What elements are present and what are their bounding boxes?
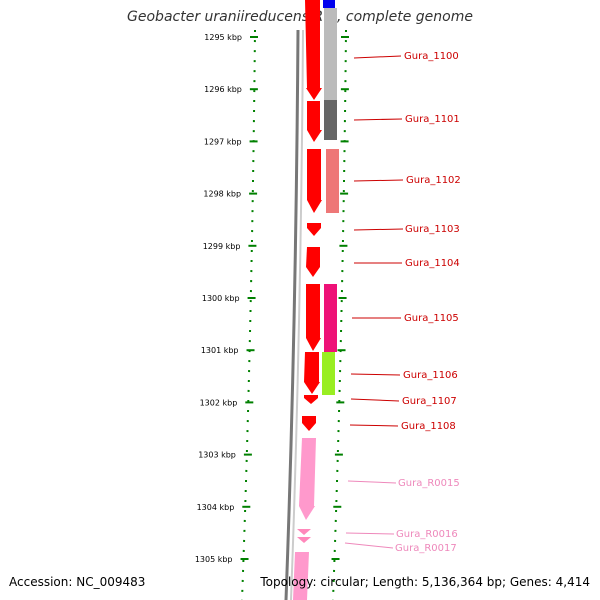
ruler-tick-label: 1301 kbp	[201, 346, 239, 355]
ruler-tick-label: 1297 kbp	[204, 137, 242, 146]
gene-label-gura-1101: Gura_1101	[405, 114, 460, 125]
category-bar-top	[323, 0, 335, 8]
label-leader-lines	[344, 55, 404, 549]
gene-arrow-gura-1103	[307, 223, 321, 236]
map-title: Geobacter uraniireducens Rf4, complete g…	[127, 9, 473, 25]
gene-arrow-gura-1107	[304, 395, 318, 404]
gene-arrow-gura-1104	[306, 247, 320, 277]
ruler-tick-label: 1298 kbp	[203, 190, 241, 199]
genome-backbone	[284, 29, 300, 600]
gene-arrow-gura-1106	[304, 352, 320, 394]
gene-arrow-bottom	[293, 552, 309, 600]
ruler-tick-label: 1299 kbp	[203, 242, 241, 251]
gene-label-gura-1105: Gura_1105	[404, 313, 459, 324]
gene-arrow-gura-1102	[307, 149, 322, 213]
gene-label-gura-1102: Gura_1102	[406, 175, 461, 186]
gene-arrow-gura-r0015	[299, 438, 316, 520]
genome-backbone-outer	[290, 29, 304, 600]
ruler-tick-label: 1295 kbp	[204, 33, 242, 42]
ruler-tick-label: 1303 kbp	[198, 451, 236, 460]
gene-arrow-gura-r0016	[297, 529, 311, 535]
category-bar-gura-1101	[324, 100, 337, 140]
gene-label-gura-1107: Gura_1107	[402, 396, 457, 407]
gene-arrow-gura-r0017	[297, 537, 311, 543]
category-bar-gura-1105	[324, 284, 337, 352]
genome-summary-text: Topology: circular; Length: 5,136,364 bp…	[260, 575, 590, 589]
gene-arrow-gura-1101	[307, 101, 322, 142]
category-bar-gura-1106	[322, 352, 335, 395]
gene-label-gura-r0017: Gura_R0017	[395, 543, 457, 554]
gene-label-gura-r0015: Gura_R0015	[398, 478, 460, 489]
category-bar-gura-1100	[324, 8, 337, 100]
ruler: 1295 kbp 1296 kbp 1297 kbp 1298 kbp 1299 kbp…	[195, 33, 349, 564]
ruler-tick-label: 1305 kbp	[195, 555, 233, 564]
gene-arrow-gura-1108	[302, 416, 316, 431]
ruler-tick-label: 1300 kbp	[202, 294, 240, 303]
gene-label-gura-1103: Gura_1103	[405, 224, 460, 235]
ruler-tick-label: 1302 kbp	[200, 398, 238, 407]
gene-label-gura-r0016: Gura_R0016	[396, 529, 458, 540]
gene-arrow-gura-1105	[306, 284, 321, 351]
gene-label-gura-1106: Gura_1106	[403, 370, 458, 381]
ruler-tick-label: 1296 kbp	[204, 85, 242, 94]
category-bar-gura-1102	[326, 149, 339, 213]
ruler-tick-label: 1304 kbp	[197, 503, 235, 512]
gene-label-gura-1104: Gura_1104	[405, 258, 460, 269]
gene-label-gura-1108: Gura_1108	[401, 421, 456, 432]
gene-label-gura-1100: Gura_1100	[404, 51, 459, 62]
ruler-dotted-line-left	[241, 29, 256, 600]
gene-arrow-gura-1100	[305, 0, 322, 100]
accession-text: Accession: NC_009483	[9, 575, 146, 589]
